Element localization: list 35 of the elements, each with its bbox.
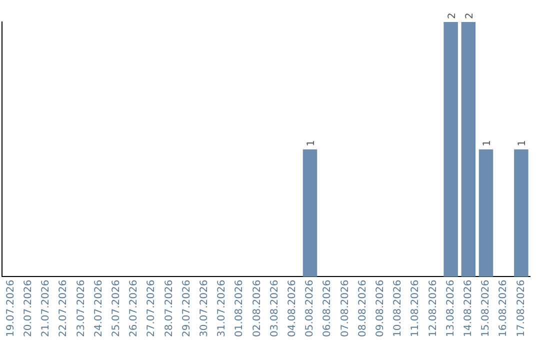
x-tick-label: 30.07.2026 — [198, 280, 210, 338]
x-tick-label: 20.07.2026 — [22, 280, 34, 338]
x-tick-label: 15.08.2026 — [480, 280, 492, 338]
x-tick-label: 22.07.2026 — [58, 280, 70, 338]
data-label: 1 — [306, 140, 317, 146]
x-tick-label: 01.08.2026 — [234, 280, 246, 338]
x-tick-label: 10.08.2026 — [392, 280, 404, 338]
x-tick-label: 21.07.2026 — [40, 280, 52, 338]
x-tick-label: 23.07.2026 — [76, 280, 87, 338]
x-tick-label: 14.08.2026 — [462, 280, 474, 338]
x-tick-label: 05.08.2026 — [304, 280, 316, 338]
x-tick-label: 13.08.2026 — [445, 280, 456, 338]
data-label: 1 — [482, 140, 493, 146]
x-tick-label: 11.08.2026 — [410, 280, 422, 338]
x-tick-label: 03.08.2026 — [269, 280, 280, 338]
x-tick-label: 24.07.2026 — [93, 280, 104, 338]
x-tick-label: 07.08.2026 — [340, 280, 351, 338]
x-tick-label: 08.08.2026 — [357, 280, 368, 338]
x-tick-label: 19.07.2026 — [5, 280, 16, 338]
x-tick-label: 02.08.2026 — [252, 280, 263, 338]
x-tick-label: 12.08.2026 — [428, 280, 439, 338]
data-label: 2 — [464, 12, 476, 19]
data-label: 1 — [517, 140, 528, 146]
x-tick-label: 17.08.2026 — [516, 280, 527, 338]
x-tick-label: 04.08.2026 — [286, 280, 298, 338]
x-tick-label: 09.08.2026 — [374, 280, 386, 338]
x-tick-label: 27.07.2026 — [146, 280, 158, 338]
data-label: 2 — [446, 12, 458, 19]
x-tick-label: 16.08.2026 — [498, 280, 510, 338]
x-tick-label: 25.07.2026 — [110, 280, 122, 338]
x-tick-label: 28.07.2026 — [164, 280, 175, 338]
x-tick-label: 06.08.2026 — [322, 280, 334, 338]
x-tick-label: 31.07.2026 — [216, 280, 228, 338]
x-tick-label: 29.07.2026 — [181, 280, 192, 338]
x-tick-label: 26.07.2026 — [128, 280, 140, 338]
